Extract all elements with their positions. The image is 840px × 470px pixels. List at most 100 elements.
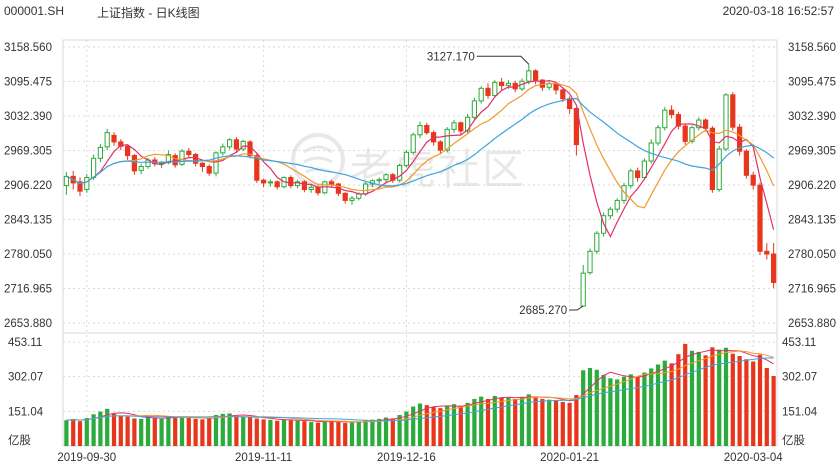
candle-body (288, 176, 294, 187)
candle-body (118, 141, 124, 147)
volume-unit-right: 亿股 (782, 434, 805, 447)
candle-body (451, 122, 457, 130)
volume-bar (642, 372, 647, 446)
price-tick-right: 2969.305 (788, 146, 836, 158)
volume-bar (193, 418, 198, 446)
volume-bar (397, 415, 402, 446)
candle-body (730, 94, 736, 128)
candle-body (696, 119, 702, 129)
price-tick-left: 2843.135 (4, 215, 52, 227)
volume-bar (322, 421, 327, 446)
volume-bar (751, 361, 756, 446)
candle-body (111, 134, 117, 143)
volume-bar (125, 416, 130, 446)
volume-bar (601, 374, 606, 446)
candle-body (315, 186, 321, 194)
volume-ma10-line (66, 350, 774, 423)
price-tick-right: 2780.050 (788, 249, 836, 261)
volume-tick-right: 151.04 (782, 406, 818, 418)
price-tick-left: 3158.560 (4, 42, 52, 54)
candle-body (634, 170, 641, 178)
volume-bar (71, 418, 76, 446)
chart-header: 000001.SH 上证指数 - 日K线图 2020-03-18 16:52:5… (0, 0, 840, 22)
candle-body (396, 164, 403, 181)
price-tick-right: 3095.475 (788, 77, 836, 89)
candle-body (689, 127, 695, 142)
price-tick-left: 2969.305 (4, 146, 52, 158)
candle-body (573, 108, 580, 146)
candle-body (131, 155, 138, 172)
volume-bar (676, 354, 681, 446)
candle-body (84, 176, 90, 190)
candle-body (267, 181, 274, 184)
candle-body (532, 70, 539, 81)
date-label: 2020-03-04 (724, 452, 783, 464)
volume-bar (424, 405, 429, 446)
volume-bar (404, 411, 409, 446)
volume-bar (329, 420, 334, 446)
volume-bar (689, 350, 695, 446)
volume-bar (547, 399, 552, 446)
candle-body (424, 125, 430, 134)
volume-bar (247, 417, 253, 446)
price-ma5-line (66, 79, 775, 238)
candle-body (526, 70, 532, 82)
volume-bar (91, 414, 96, 446)
price-ma10-line (66, 82, 775, 209)
candle-body (587, 250, 593, 274)
candle-body (192, 153, 199, 164)
min-price-label: 2685.270 (519, 305, 567, 317)
volume-bar (370, 419, 375, 446)
volume-bar (356, 421, 361, 446)
volume-bar (64, 420, 69, 446)
volume-bar (118, 415, 123, 446)
price-tick-left: 2780.050 (4, 249, 52, 261)
candle-body (743, 150, 750, 176)
candle-body (478, 87, 484, 102)
volume-bar (581, 370, 586, 446)
volume-bar (540, 398, 545, 446)
volume-bar (499, 397, 504, 446)
watermark-text: 老虎社区 (350, 145, 527, 194)
symbol-code: 000001.SH (4, 4, 65, 18)
volume-tick-left: 151.04 (8, 406, 44, 418)
volume-bar (179, 416, 185, 446)
candle-body (464, 116, 471, 132)
volume-bar (349, 422, 355, 446)
candle-body (77, 181, 83, 192)
candle-body (213, 152, 219, 174)
candle-body (308, 186, 314, 190)
volume-bar (241, 416, 246, 446)
candle-body (492, 81, 498, 96)
volume-bar (737, 356, 742, 446)
volume-bar (302, 421, 307, 446)
candle-body (750, 174, 756, 186)
price-tick-left: 2716.965 (4, 284, 52, 296)
watermark: 老虎社区 (290, 132, 550, 194)
price-tick-right: 2843.135 (788, 215, 836, 227)
volume-bar (574, 395, 579, 446)
date-label: 2019-12-16 (377, 452, 436, 464)
volume-bar (513, 398, 518, 446)
volume-bar (710, 347, 715, 446)
candle-body (580, 272, 586, 307)
volume-bar (200, 419, 205, 446)
candle-body (186, 150, 192, 155)
max-price-leader (476, 55, 530, 65)
candle-body (553, 82, 559, 91)
volume-bar (315, 422, 321, 446)
candle-body (736, 126, 743, 152)
volume-bar (207, 418, 212, 446)
volume-bar (479, 396, 484, 446)
volume-bar (771, 375, 776, 446)
volume-bar (152, 417, 157, 446)
candle-body (138, 166, 144, 171)
candle-body (621, 185, 627, 201)
candle-body (63, 175, 70, 187)
volume-tick-right: 302.07 (782, 372, 817, 384)
volume-bar (608, 378, 613, 446)
volume-bar (628, 374, 633, 446)
candle-body (662, 109, 668, 129)
volume-bar (363, 420, 368, 446)
